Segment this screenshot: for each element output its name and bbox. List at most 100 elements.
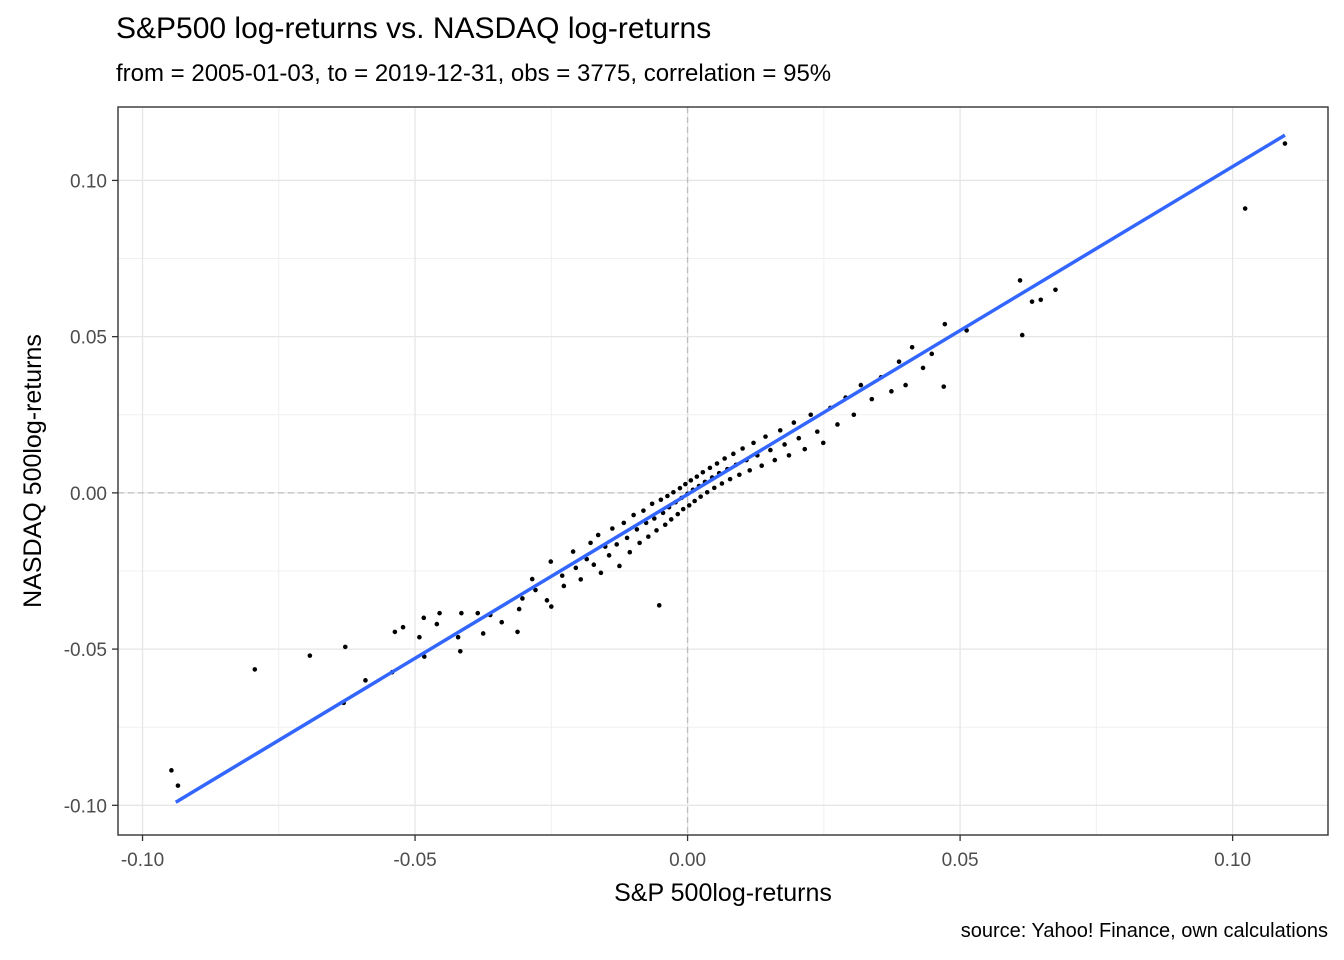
data-point [1019,332,1025,338]
data-point [851,412,857,418]
data-point [656,603,662,608]
data-point [737,472,742,478]
x-tick-label: 0.05 [942,850,979,871]
x-axis-title: S&P 500log-returns [614,879,832,907]
data-point [646,534,651,539]
data-point [668,517,674,522]
data-point [617,563,622,569]
data-point [480,631,486,636]
data-point [662,522,668,528]
data-point [658,497,664,503]
data-point [814,429,820,434]
data-point [869,396,875,402]
data-point [595,532,601,538]
data-point [520,596,525,601]
x-tick-label: 0.00 [669,850,706,871]
data-point [680,506,686,512]
data-point [421,615,427,621]
data-point [169,768,174,773]
data-point [858,382,864,388]
data-point [665,493,670,499]
data-point [649,501,655,507]
data-point [889,389,894,394]
data-point [614,542,620,547]
data-point [763,434,768,439]
data-point [942,321,948,327]
data-point [1242,206,1248,211]
x-tick-label: -0.05 [393,850,436,871]
data-point [700,469,706,475]
data-point [457,648,463,654]
data-point [548,559,554,564]
y-tick-label: -0.05 [64,640,107,661]
data-point [671,489,676,495]
data-point [791,420,797,425]
data-point [1017,278,1023,283]
data-point [731,451,736,457]
data-point [610,526,615,531]
data-point [727,476,733,482]
data-point [637,540,642,546]
data-point [499,619,505,625]
data-point [751,440,756,446]
data-point [768,447,773,453]
data-point [654,528,659,533]
data-point [591,562,597,568]
data-point [515,629,520,635]
plot-panel-border [117,106,1329,836]
data-point [920,365,926,371]
data-point [903,382,908,388]
data-point [686,503,692,508]
data-point [802,446,808,452]
data-point [772,457,778,463]
data-point [692,498,697,504]
axes: -0.10 -0.05 0.00 0.05 0.10 -0.10 -0.05 0.00 0.05… [64,171,1251,871]
chart-subtitle: from = 2005-01-03, to = 2019-12-31, obs … [116,60,832,87]
data-point [606,553,612,558]
data-point [759,463,764,468]
data-point [1038,297,1044,303]
data-point [835,422,840,427]
data-point [714,461,720,466]
data-point [631,512,636,518]
data-point [175,783,181,788]
data-point [392,629,398,635]
data-point [808,412,814,418]
data-point [652,516,657,521]
data-point [634,527,640,532]
data-point [683,481,688,487]
data-point [677,485,683,491]
data-point [573,565,579,571]
data-point [796,435,802,441]
data-point [417,634,422,640]
data-point [747,468,753,473]
x-tick-label: 0.10 [1214,850,1251,871]
chart-caption: source: Yahoo! Finance, own calculations [960,920,1328,942]
data-point [544,598,550,603]
data-point [459,610,464,616]
data-point [570,549,576,554]
data-point [624,535,630,541]
data-point [929,351,935,357]
data-point [561,583,567,589]
data-point [533,587,538,593]
data-point [598,570,604,576]
data-point [627,549,633,555]
data-point [782,442,787,447]
data-point [588,540,593,546]
y-axis-title: NASDAQ 500log-returns [19,334,47,608]
data-point [740,446,745,451]
data-point [896,359,902,364]
data-point [1282,141,1288,146]
data-point [437,610,442,616]
data-point [641,508,646,513]
data-point [707,465,713,471]
data-point [252,667,258,672]
data-point [584,556,590,562]
data-point [400,624,406,630]
data-point [1053,287,1058,293]
data-point [711,485,717,491]
data-point [1029,299,1035,304]
y-tick-label: -0.10 [64,796,107,817]
